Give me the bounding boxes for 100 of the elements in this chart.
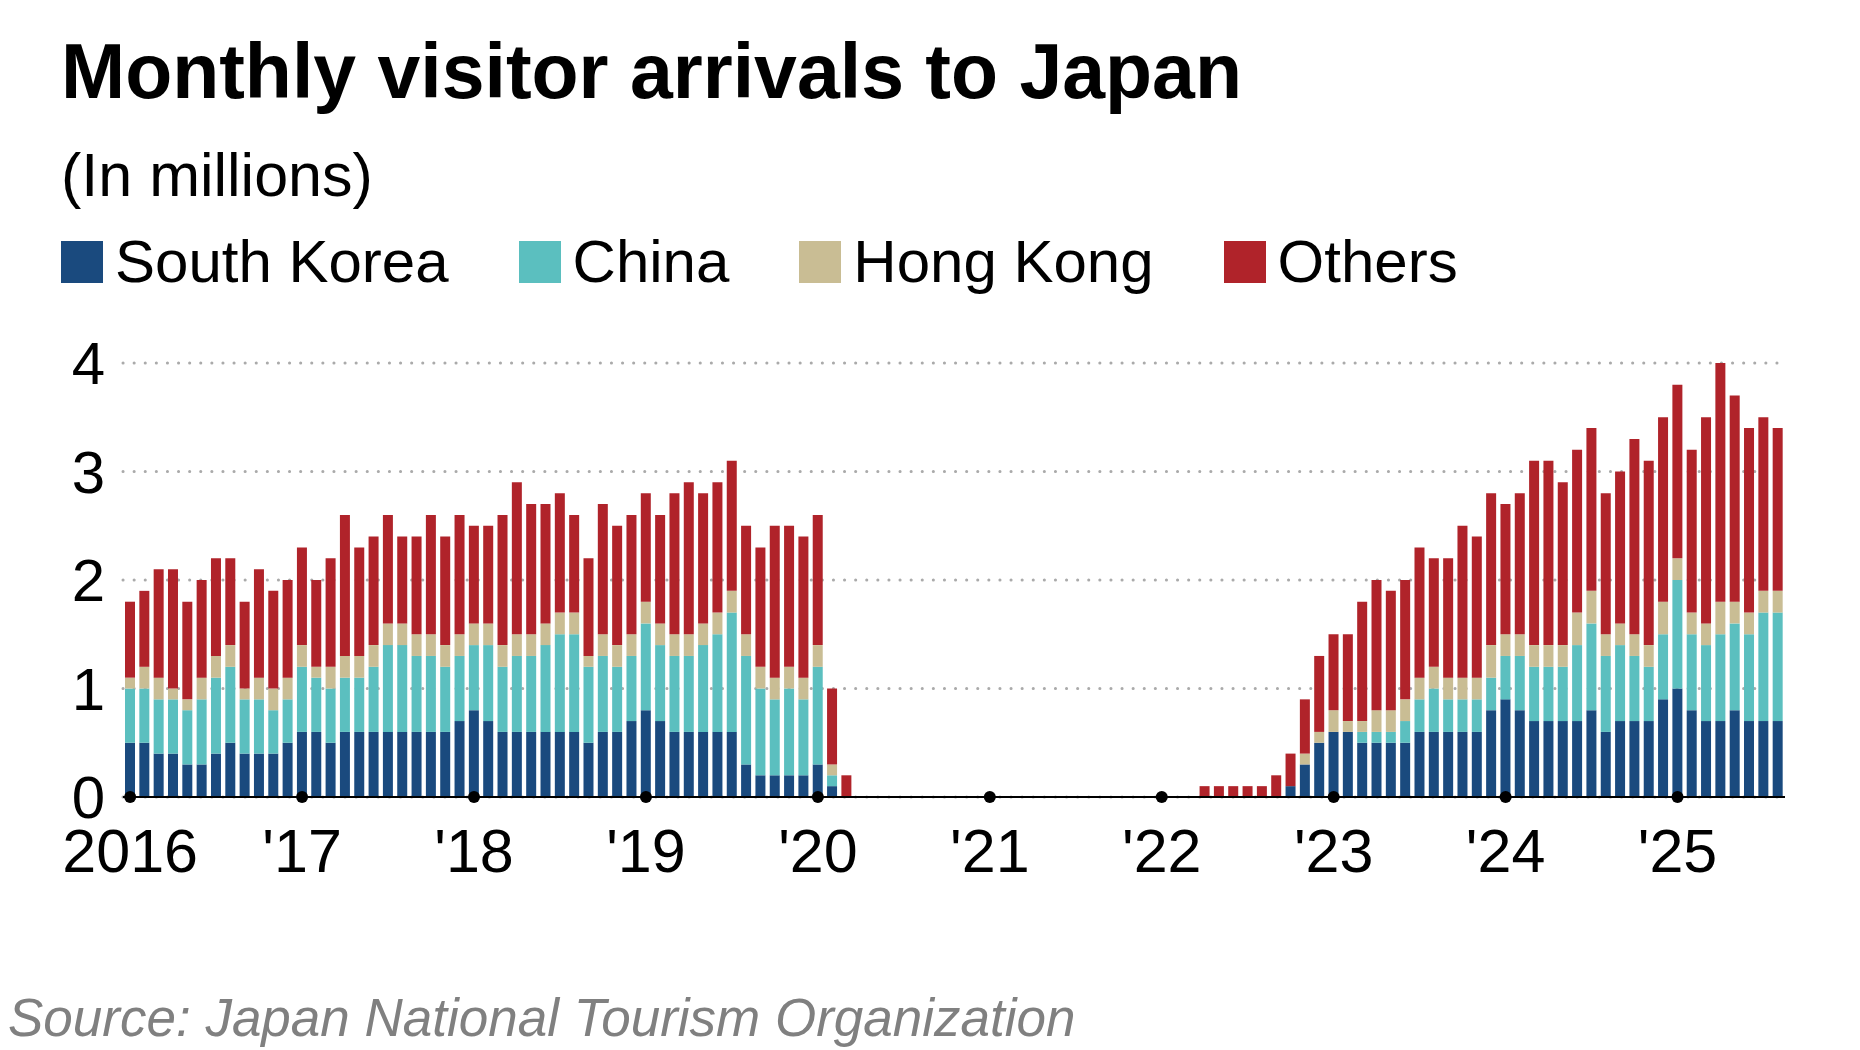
bar <box>1615 645 1626 722</box>
bar <box>1629 721 1640 797</box>
bar <box>683 482 694 635</box>
bar <box>1342 721 1353 732</box>
bar <box>1643 645 1654 667</box>
bar <box>368 645 379 667</box>
bar <box>268 688 279 711</box>
bar <box>626 514 637 635</box>
bar <box>1701 417 1712 624</box>
bar <box>1758 612 1769 722</box>
bar <box>583 666 594 743</box>
bar <box>282 677 293 700</box>
bar <box>497 666 508 732</box>
bar <box>1686 710 1697 797</box>
bar <box>1729 710 1740 797</box>
bar <box>153 569 164 678</box>
bar <box>1357 721 1368 732</box>
bar <box>626 655 637 722</box>
bar <box>1400 721 1411 743</box>
bar <box>454 514 465 635</box>
bar <box>368 731 379 797</box>
bar <box>1299 753 1310 765</box>
bar <box>1443 699 1454 732</box>
x-tick-label: '23 <box>1293 817 1374 885</box>
bar <box>268 753 279 797</box>
bar <box>784 525 795 667</box>
bar <box>1228 786 1239 797</box>
bar <box>268 590 279 689</box>
bar <box>669 655 680 732</box>
bar <box>526 634 537 656</box>
bar <box>268 710 279 754</box>
bar <box>282 699 293 743</box>
bar <box>827 775 838 787</box>
bar <box>698 623 709 646</box>
bar <box>1428 666 1439 689</box>
bar <box>712 482 723 613</box>
bar <box>153 677 164 700</box>
legend-label: Others <box>1277 227 1458 297</box>
bar <box>841 775 852 797</box>
bar <box>683 655 694 732</box>
bar <box>325 666 336 689</box>
bar <box>282 580 293 678</box>
bar <box>253 699 264 754</box>
y-tick-label: 2 <box>71 547 105 615</box>
bar <box>554 731 565 797</box>
bar <box>1414 677 1425 700</box>
bar <box>1199 786 1210 797</box>
bar <box>1744 634 1755 722</box>
x-tick-label: '21 <box>950 817 1030 885</box>
bar <box>698 645 709 732</box>
bar <box>468 623 479 646</box>
chart-title: Monthly visitor arrivals to Japan <box>61 27 1242 116</box>
bar <box>1744 428 1755 613</box>
bar <box>1715 721 1726 797</box>
bar <box>1529 666 1540 722</box>
x-tick-label: '20 <box>778 817 858 885</box>
bar <box>354 731 365 797</box>
bar <box>325 688 336 743</box>
bar <box>1457 731 1468 797</box>
bar <box>1371 580 1382 711</box>
bar <box>311 580 322 667</box>
bar <box>1572 645 1583 722</box>
bar <box>1514 634 1525 656</box>
bar <box>1500 504 1511 635</box>
bar <box>540 623 551 646</box>
bar <box>182 710 193 765</box>
bar <box>483 525 494 624</box>
bar <box>354 677 365 732</box>
bar <box>1414 731 1425 797</box>
bar <box>1385 731 1396 743</box>
bar <box>1557 482 1568 646</box>
bar <box>1772 721 1783 797</box>
bar <box>827 764 838 776</box>
bar <box>583 742 594 797</box>
bar <box>225 666 236 743</box>
bar <box>1658 417 1669 602</box>
bar <box>182 699 193 711</box>
bar <box>1486 710 1497 797</box>
bar <box>612 666 623 732</box>
bar <box>483 623 494 646</box>
bar <box>1557 721 1568 797</box>
source-note: Source: Japan National Tourism Organization <box>8 987 1076 1049</box>
bar <box>182 601 193 700</box>
bar <box>382 514 393 624</box>
bar <box>583 655 594 667</box>
x-tick-label: '18 <box>434 817 514 885</box>
bar <box>540 731 551 797</box>
bar <box>1457 699 1468 732</box>
bar <box>1557 645 1568 667</box>
bar <box>554 493 565 613</box>
bar <box>741 634 752 656</box>
bar <box>1715 363 1726 602</box>
bar <box>1672 384 1683 559</box>
bar <box>1471 536 1482 678</box>
bar <box>741 764 752 797</box>
bar <box>139 688 150 743</box>
bar <box>1586 710 1597 797</box>
bar <box>1686 612 1697 635</box>
bar <box>1672 580 1683 689</box>
bar <box>1242 786 1253 797</box>
